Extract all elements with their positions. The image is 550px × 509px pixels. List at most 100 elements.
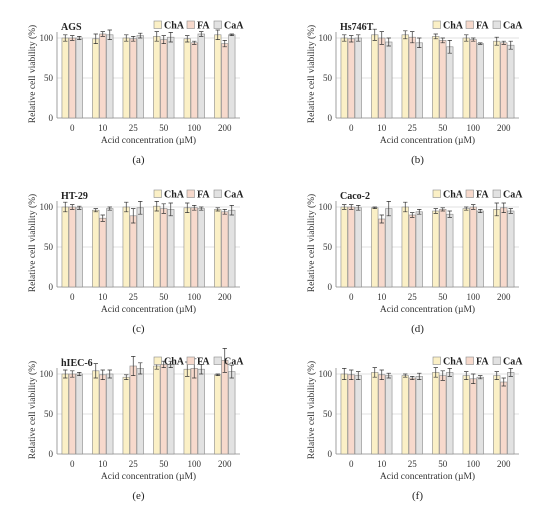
legend-label: ChA	[164, 190, 185, 201]
chart-title: Caco-2	[340, 191, 370, 202]
x-tick-label: 25	[408, 292, 418, 302]
bar-cha	[493, 209, 501, 288]
bar-fa	[378, 37, 386, 119]
bar-caa	[446, 372, 454, 455]
error-bar	[100, 214, 105, 222]
bar-cha	[214, 209, 222, 288]
legend-label: ChA	[164, 21, 185, 32]
y-axis-title: Relative cell viability (%)	[27, 194, 38, 292]
error-bar	[494, 36, 499, 46]
legend-swatch-caa	[492, 356, 501, 365]
error-bar	[356, 34, 361, 42]
legend-swatch-fa	[186, 356, 195, 365]
bar-fa	[190, 42, 198, 119]
legend-swatch-caa	[213, 356, 222, 365]
error-bar	[100, 369, 105, 380]
bar-cha	[462, 37, 470, 119]
legend-swatch-cha	[153, 189, 162, 198]
bar-caa	[354, 207, 362, 288]
error-bar	[494, 202, 499, 217]
error-bar	[124, 34, 129, 42]
x-tick-label: 50	[159, 123, 169, 133]
y-axis-title: Relative cell viability (%)	[306, 194, 317, 292]
bar-fa	[500, 42, 508, 119]
bar-cha	[153, 36, 161, 119]
x-axis-title: Acid concentration (µM)	[101, 135, 196, 146]
x-tick-label: 25	[129, 123, 139, 133]
bar-cha	[432, 372, 440, 455]
error-bar	[77, 205, 82, 210]
error-bar	[138, 201, 143, 215]
x-tick-label: 0	[70, 459, 75, 469]
error-bar	[464, 206, 469, 211]
bar-caa	[507, 372, 515, 455]
bar-caa	[507, 44, 515, 119]
bar-cha	[371, 372, 379, 455]
y-tick-label: 100	[40, 202, 54, 212]
bar-cha	[401, 375, 409, 455]
legend-swatch-caa	[492, 189, 501, 198]
x-axis-title: Acid concentration (µM)	[380, 471, 475, 482]
legend-swatch-fa	[186, 20, 195, 29]
error-bar	[70, 370, 75, 378]
bar-caa	[228, 34, 236, 119]
legend-label: FA	[197, 190, 210, 201]
y-tick-label: 100	[40, 33, 54, 43]
bar-cha	[214, 374, 222, 455]
bar-caa	[446, 213, 454, 288]
error-bar	[107, 29, 112, 40]
chart-title: hIEC-6	[61, 358, 93, 369]
legend-swatch-cha	[153, 356, 162, 365]
y-tick-label: 100	[319, 369, 333, 379]
x-tick-label: 0	[70, 123, 75, 133]
error-bar	[222, 348, 227, 373]
y-tick-label: 100	[319, 33, 333, 43]
x-tick-label: 200	[218, 123, 232, 133]
error-bar	[433, 208, 438, 214]
y-tick-label: 0	[328, 282, 333, 292]
x-tick-label: 10	[377, 123, 387, 133]
error-bar	[372, 367, 377, 378]
bar-fa	[221, 43, 229, 119]
x-tick-label: 100	[188, 459, 202, 469]
error-bar	[440, 370, 445, 381]
error-bar	[501, 202, 506, 213]
bar-cha	[340, 37, 348, 119]
bar-cha	[432, 210, 440, 288]
y-axis-title: Relative cell viability (%)	[306, 361, 317, 459]
bar-cha	[183, 368, 191, 455]
bar-cha	[493, 375, 501, 455]
error-bar	[70, 35, 75, 41]
bar-caa	[75, 207, 83, 288]
bar-cha	[214, 34, 222, 119]
bar-caa	[197, 208, 205, 288]
panel-label: (f)	[412, 490, 423, 502]
bar-fa	[99, 217, 107, 288]
x-tick-label: 200	[497, 459, 511, 469]
x-tick-label: 100	[467, 459, 481, 469]
bar-cha	[183, 38, 191, 119]
error-bar	[372, 206, 377, 209]
x-tick-label: 10	[377, 292, 387, 302]
bar-fa	[190, 368, 198, 455]
error-bar	[410, 212, 415, 218]
bar-caa	[75, 37, 83, 119]
bar-caa	[106, 208, 114, 288]
legend-swatch-fa	[465, 20, 474, 29]
error-bar	[447, 368, 452, 377]
legend-label: ChA	[443, 357, 464, 368]
x-tick-label: 10	[98, 459, 108, 469]
error-bar	[154, 31, 159, 42]
x-tick-label: 100	[188, 292, 202, 302]
bar-fa	[99, 374, 107, 455]
y-tick-label: 50	[44, 73, 54, 83]
legend-label: ChA	[164, 357, 185, 368]
error-bar	[403, 201, 408, 213]
error-bar	[70, 204, 75, 210]
error-bar	[154, 201, 159, 212]
legend-label: ChA	[443, 190, 464, 201]
x-tick-label: 200	[497, 123, 511, 133]
error-bar	[379, 369, 384, 380]
error-bar	[440, 207, 445, 212]
